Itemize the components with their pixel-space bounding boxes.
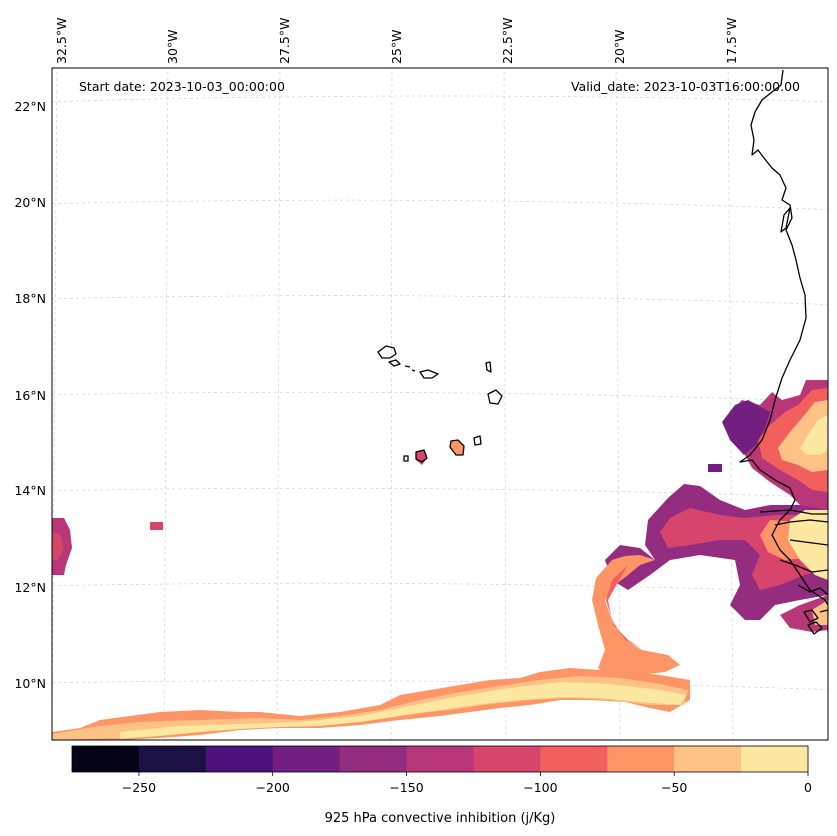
colorbar-swatch — [674, 746, 742, 772]
lat-label: 14°N — [14, 483, 46, 498]
lat-labels: 22°N 20°N 18°N 16°N 14°N 12°N 10°N — [14, 99, 46, 691]
cin-contours — [52, 380, 828, 740]
cin-region-gambia-pale — [788, 510, 828, 580]
colorbar-tick-label: −50 — [661, 780, 687, 795]
map-frame — [51, 67, 829, 741]
start-date-label: Start date: 2023-10-03_00:00:00 — [79, 79, 285, 94]
island-sal — [485, 361, 492, 373]
colorbar-label: 925 hPa convective inhibition (j/Kg) — [325, 811, 556, 826]
cin-region-small-blob — [150, 522, 163, 530]
island-maio — [473, 435, 482, 446]
lon-label: 20°W — [612, 29, 627, 64]
colorbar-swatch — [339, 746, 408, 772]
colorbar-tick-label: −150 — [389, 780, 423, 795]
colorbar-swatch — [607, 746, 675, 772]
lon-label: 27.5°W — [277, 18, 292, 64]
colorbar-swatch — [72, 746, 140, 772]
island-sao-vicente — [388, 359, 401, 367]
cin-region-south-band-pale — [120, 682, 686, 739]
coastlines — [377, 69, 828, 635]
colorbar-ticks — [138, 772, 809, 776]
colorbar-tick-label: −100 — [523, 780, 557, 795]
cin-region-tiny-blob — [708, 464, 722, 472]
cin-region-senegal-purple — [722, 400, 770, 455]
colorbar-swatch — [741, 746, 809, 772]
colorbar-tick-label: 0 — [804, 780, 812, 795]
lon-labels: 32.5°W 30°W 27.5°W 25°W 22.5°W 20°W 17.5… — [54, 18, 739, 64]
colorbar-frame — [71, 745, 809, 773]
graticule — [52, 68, 828, 740]
colorbar-swatch — [473, 746, 541, 772]
lat-label: 18°N — [14, 291, 46, 306]
lat-label: 10°N — [14, 676, 46, 691]
lon-label: 30°W — [165, 29, 180, 64]
cin-region-fogo — [416, 450, 427, 465]
colorbar-swatch — [272, 746, 341, 772]
island-brava — [403, 455, 409, 462]
valid-date-label: Valid_date: 2023-10-03T16:00:00.00 — [571, 79, 800, 94]
colorbar: −250 −200 −150 −100 −50 0 925 hPa convec… — [71, 745, 812, 826]
lon-label: 17.5°W — [724, 18, 739, 64]
cin-region-ring-inner — [606, 565, 640, 648]
lon-label: 22.5°W — [500, 18, 515, 64]
cin-region-coast-pale — [800, 415, 828, 455]
lat-label: 16°N — [14, 388, 46, 403]
island-boa-vista — [487, 389, 503, 405]
cin-region-west-edge-inner — [52, 532, 64, 560]
lat-label: 12°N — [14, 580, 46, 595]
colorbar-swatches — [72, 746, 809, 772]
island-sao-nicolau — [419, 369, 439, 379]
colorbar-swatch — [138, 746, 207, 772]
lat-label: 22°N — [14, 99, 46, 114]
colorbar-tick-label: −200 — [256, 780, 290, 795]
lon-label: 32.5°W — [54, 18, 69, 64]
island-santo-antao — [377, 345, 397, 359]
colorbar-swatch — [540, 746, 608, 772]
lat-label: 20°N — [14, 195, 46, 210]
colorbar-swatch — [205, 746, 274, 772]
island-fogo — [415, 449, 428, 463]
map-background — [52, 68, 828, 740]
island-santiago — [449, 439, 465, 456]
colorbar-swatch — [406, 746, 474, 772]
colorbar-tick-label: −250 — [122, 780, 156, 795]
lon-label: 25°W — [389, 29, 404, 64]
